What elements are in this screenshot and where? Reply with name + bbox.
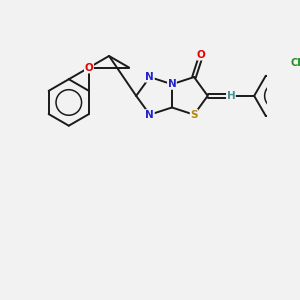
Text: N: N (168, 79, 176, 89)
Text: S: S (190, 110, 198, 120)
Text: O: O (85, 63, 93, 73)
Text: Cl: Cl (291, 58, 300, 68)
Text: N: N (146, 72, 154, 82)
Text: H: H (226, 91, 235, 101)
Text: O: O (197, 50, 206, 60)
Text: O: O (85, 63, 93, 73)
Text: N: N (146, 110, 154, 120)
Text: O: O (85, 63, 93, 73)
Text: O: O (85, 63, 93, 73)
